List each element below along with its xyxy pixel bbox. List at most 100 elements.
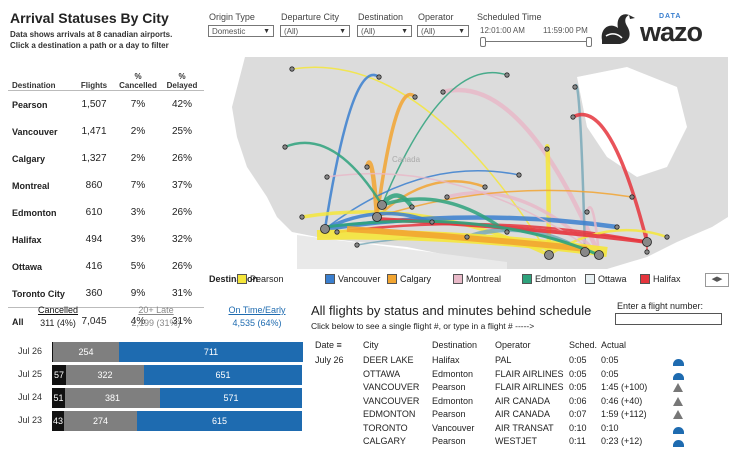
bar-segment-ontime[interactable]: 711 — [119, 342, 303, 362]
cell-cancelled: 9% — [130, 288, 146, 299]
bar-segment-cancelled[interactable]: 43 — [52, 411, 64, 431]
destination-airport-marker[interactable] — [544, 250, 554, 260]
flight-path-group[interactable] — [284, 66, 668, 257]
daily-bar-row[interactable]: Jul 25 57 322 651 — [8, 365, 302, 385]
flight-path[interactable] — [323, 73, 380, 230]
table-row[interactable]: Calgary 1,327 2% 26% — [8, 145, 204, 172]
ontime-filter-link[interactable]: On Time/Early — [228, 305, 286, 315]
origin-airport-marker[interactable] — [299, 214, 305, 220]
table-row[interactable]: Ottawa 416 5% 26% — [8, 253, 204, 280]
cell-flights: 360 — [85, 288, 103, 299]
origin-airport-marker[interactable] — [584, 209, 590, 215]
bar-segment-cancelled[interactable] — [52, 342, 53, 362]
table-row[interactable]: All 7,045 4% 31% — [8, 307, 204, 335]
bar-segment-ontime[interactable]: 571 — [160, 388, 302, 408]
table-row[interactable]: Pearson 1,507 7% 42% — [8, 91, 204, 119]
daily-bar-row[interactable]: Jul 24 51 381 571 — [8, 388, 302, 408]
destination-airport-marker[interactable] — [642, 237, 652, 247]
destination-airport-marker[interactable] — [377, 200, 387, 210]
flight-paths-map[interactable]: Canada — [207, 57, 728, 269]
origin-airport-marker[interactable] — [282, 144, 288, 150]
flight-path[interactable] — [381, 71, 508, 206]
departure-city-dropdown[interactable]: (All) ▼ — [280, 25, 350, 37]
legend-item-pearson[interactable]: Pearson — [237, 274, 284, 284]
legend-item-edmonton[interactable]: Edmonton — [522, 274, 576, 284]
origin-airport-marker[interactable] — [482, 184, 488, 190]
sort-icon[interactable]: ≡ — [336, 340, 342, 350]
origin-airport-marker[interactable] — [664, 234, 670, 240]
bar-segment-cancelled[interactable]: 51 — [52, 388, 65, 408]
time-slider-start-handle[interactable] — [480, 37, 486, 47]
bar-segment-late[interactable]: 274 — [64, 411, 137, 431]
late-filter-link[interactable]: 20+ Late — [138, 305, 174, 315]
flight-path[interactable] — [572, 112, 649, 243]
flight-path[interactable] — [284, 141, 384, 206]
flight-actual: 0:46 (+40) — [601, 395, 643, 406]
origin-airport-marker[interactable] — [544, 146, 550, 152]
flight-number-input[interactable] — [615, 313, 722, 325]
destination-airport-marker[interactable] — [372, 212, 382, 222]
origin-airport-marker[interactable] — [504, 229, 510, 235]
airport-markers[interactable] — [282, 66, 670, 260]
legend-item-vancouver[interactable]: Vancouver — [325, 274, 380, 284]
origin-airport-marker[interactable] — [429, 219, 435, 225]
origin-airport-marker[interactable] — [440, 89, 446, 95]
flights-col-date[interactable]: Date ≡ — [315, 340, 342, 350]
legend-item-ottawa[interactable]: Ottawa — [585, 274, 627, 284]
origin-airport-marker[interactable] — [354, 242, 360, 248]
origin-airport-marker[interactable] — [570, 114, 576, 120]
origin-airport-marker[interactable] — [614, 224, 620, 230]
origin-airport-marker[interactable] — [629, 194, 635, 200]
table-row[interactable]: Toronto City 360 9% 31% — [8, 280, 204, 308]
origin-airport-marker[interactable] — [289, 66, 295, 72]
bar-segment-late[interactable]: 254 — [53, 342, 119, 362]
legend-item-calgary[interactable]: Calgary — [387, 274, 431, 284]
operator-dropdown[interactable]: (All) ▼ — [417, 25, 469, 37]
table-row[interactable]: Halifax 494 3% 32% — [8, 226, 204, 253]
flight-path[interactable] — [585, 205, 601, 256]
origin-airport-marker[interactable] — [464, 234, 470, 240]
flight-path[interactable] — [291, 66, 550, 256]
legend-item-halifax[interactable]: Halifax — [640, 274, 681, 284]
flight-path[interactable] — [381, 197, 509, 234]
destination-airport-marker[interactable] — [320, 224, 330, 234]
origin-airport-marker[interactable] — [409, 204, 415, 210]
destination-airport-marker[interactable] — [580, 247, 590, 257]
origin-airport-marker[interactable] — [412, 94, 418, 100]
time-range-slider[interactable] — [483, 41, 589, 42]
origin-type-dropdown[interactable]: Domestic ▼ — [208, 25, 274, 37]
flight-path[interactable] — [376, 189, 633, 218]
bar-segment-ontime[interactable]: 615 — [137, 411, 302, 431]
flight-path[interactable] — [442, 87, 602, 256]
bar-segment-late[interactable]: 322 — [66, 365, 144, 385]
bar-segment-ontime[interactable]: 651 — [144, 365, 302, 385]
origin-airport-marker[interactable] — [324, 174, 330, 180]
time-slider-end-handle[interactable] — [586, 37, 592, 47]
flight-path-bundle[interactable] — [324, 219, 600, 257]
bar-segment-cancelled[interactable]: 57 — [52, 365, 66, 385]
legend-scroll-arrows[interactable]: ◀▶ — [705, 273, 729, 287]
flight-path[interactable] — [364, 160, 380, 218]
legend-item-montreal[interactable]: Montreal — [453, 274, 501, 284]
flight-path[interactable] — [376, 180, 486, 218]
origin-airport-marker[interactable] — [572, 84, 578, 90]
origin-airport-marker[interactable] — [504, 72, 510, 78]
destination-legend[interactable]: Destination Pearson Vancouver Calgary Montr… — [207, 272, 729, 288]
origin-airport-marker[interactable] — [334, 229, 340, 235]
map-canvas[interactable]: Canada — [207, 57, 728, 269]
daily-bar-row[interactable]: Jul 23 43 274 615 — [8, 411, 302, 431]
cancelled-filter-link[interactable]: Cancelled — [37, 305, 79, 315]
table-row[interactable]: Vancouver 1,471 2% 25% — [8, 118, 204, 145]
origin-airport-marker[interactable] — [364, 164, 370, 170]
bar-segment-late[interactable]: 381 — [65, 388, 160, 408]
table-row[interactable]: Montreal 860 7% 37% — [8, 172, 204, 199]
origin-airport-marker[interactable] — [444, 194, 450, 200]
table-row[interactable]: Edmonton 610 3% 26% — [8, 199, 204, 226]
daily-bar-row[interactable]: Jul 26 254 711 — [8, 342, 303, 362]
destination-dropdown[interactable]: (All) ▼ — [357, 25, 412, 37]
destination-airport-marker[interactable] — [594, 250, 604, 260]
origin-airport-marker[interactable] — [516, 172, 522, 178]
origin-airport-marker[interactable] — [376, 74, 382, 80]
flight-path[interactable] — [375, 92, 417, 218]
origin-airport-marker[interactable] — [644, 249, 650, 255]
